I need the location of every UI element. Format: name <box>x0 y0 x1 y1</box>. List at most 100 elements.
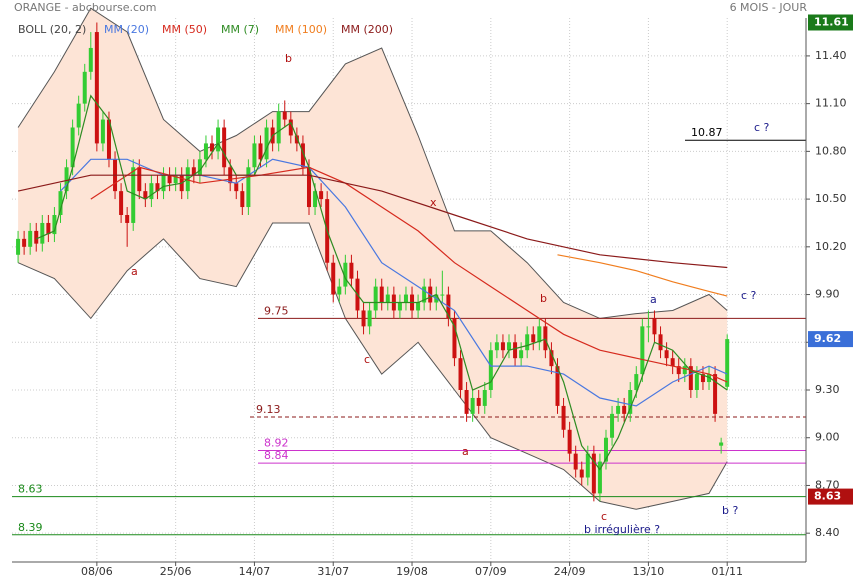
candle-body <box>488 350 493 390</box>
candle-body <box>94 32 99 144</box>
y-tick-label: 11.40 <box>815 49 847 62</box>
candle-body <box>719 442 724 446</box>
candle-body <box>234 183 239 192</box>
candle-body <box>573 453 578 470</box>
candle-body <box>197 159 202 176</box>
candle-body <box>494 342 499 351</box>
candle-body <box>458 358 463 390</box>
candle-body <box>610 413 615 438</box>
price-badge-label: 11.61 <box>814 16 849 29</box>
y-tick-label: 9.30 <box>815 383 840 396</box>
x-tick-label: 01/11 <box>711 565 743 578</box>
candle-body <box>519 350 524 359</box>
annotation: c ? <box>754 121 770 134</box>
candle-body <box>476 397 481 406</box>
candle-body <box>246 167 251 208</box>
candle-body <box>537 326 542 343</box>
annotation: c <box>364 353 370 366</box>
moving-average <box>17 174 728 269</box>
candle-body <box>361 310 366 327</box>
x-tick-label: 14/07 <box>239 565 271 578</box>
candle-body <box>88 47 93 72</box>
annotation: a <box>462 445 469 458</box>
candle-body <box>252 143 257 168</box>
candle-body <box>143 191 148 200</box>
legend-label: MM (200) <box>341 23 393 36</box>
candle-body <box>470 397 475 414</box>
candle-body <box>106 119 111 160</box>
candle-body <box>422 286 427 303</box>
candle-body <box>82 71 87 104</box>
candle-body <box>603 437 608 462</box>
candle-body <box>264 127 269 160</box>
candle-body <box>616 405 621 414</box>
legend-label: MM (100) <box>275 23 327 36</box>
legend-label: BOLL (20, 2) <box>18 23 86 36</box>
candle-body <box>288 119 293 136</box>
moving-average <box>35 94 728 471</box>
candle-body <box>634 374 639 390</box>
candle-body <box>646 326 651 328</box>
y-tick-label: 8.70 <box>815 478 840 491</box>
price-badge <box>808 14 853 31</box>
candle-body <box>403 294 408 303</box>
x-tick-label: 07/09 <box>475 565 507 578</box>
legend-label: MM (7) <box>221 23 259 36</box>
candle-body <box>76 103 81 128</box>
candle-body <box>367 310 372 327</box>
candle-body <box>500 342 505 351</box>
candle-body <box>567 429 572 454</box>
candle-body <box>40 222 45 244</box>
annotation: c ? <box>741 289 757 302</box>
candle-body <box>203 143 208 160</box>
candle-body <box>137 167 142 192</box>
candle-body <box>628 390 633 414</box>
candle-body <box>688 366 693 390</box>
candle-body <box>591 453 596 494</box>
candle-body <box>507 342 512 351</box>
y-tick-label: 10.80 <box>815 144 847 157</box>
candle-body <box>337 286 342 295</box>
level-label: 8.84 <box>264 449 289 462</box>
candle-body <box>173 175 178 184</box>
level-label: 8.92 <box>264 436 289 449</box>
y-tick-label: 8.40 <box>815 526 840 539</box>
y-tick-label: 10.20 <box>815 240 847 253</box>
annotation: c <box>601 510 607 523</box>
candle-body <box>191 167 196 176</box>
candle-body <box>210 143 215 152</box>
candle-body <box>513 342 518 359</box>
price-badge <box>808 488 853 505</box>
candle-body <box>379 286 384 303</box>
candle-body <box>549 350 554 367</box>
candle-body <box>70 127 75 168</box>
candle-body <box>440 294 445 296</box>
price-badge <box>808 331 853 348</box>
candle-body <box>216 127 221 152</box>
candle-body <box>294 135 299 144</box>
candle-body <box>331 262 336 295</box>
candle-body <box>585 453 590 478</box>
y-tick-label: 10.50 <box>815 192 847 205</box>
x-tick-label: 13/10 <box>633 565 665 578</box>
level-label: 9.13 <box>256 403 281 416</box>
candle-body <box>452 318 457 359</box>
candle-body <box>300 143 305 168</box>
candle-body <box>373 286 378 311</box>
candle-body <box>52 215 57 235</box>
candle-body <box>167 175 172 184</box>
x-tick-label: 19/08 <box>396 565 428 578</box>
candle-body <box>652 318 657 335</box>
x-tick-label: 31/07 <box>317 565 349 578</box>
candle-body <box>622 405 627 414</box>
candle-body <box>282 111 287 120</box>
candle-body <box>222 127 227 168</box>
candle-body <box>313 191 318 208</box>
candle-body <box>397 302 402 311</box>
candle-body <box>149 183 154 200</box>
candle-body <box>34 230 39 244</box>
candle-body <box>561 405 566 430</box>
annotation: x <box>430 196 437 209</box>
candle-body <box>416 302 421 311</box>
